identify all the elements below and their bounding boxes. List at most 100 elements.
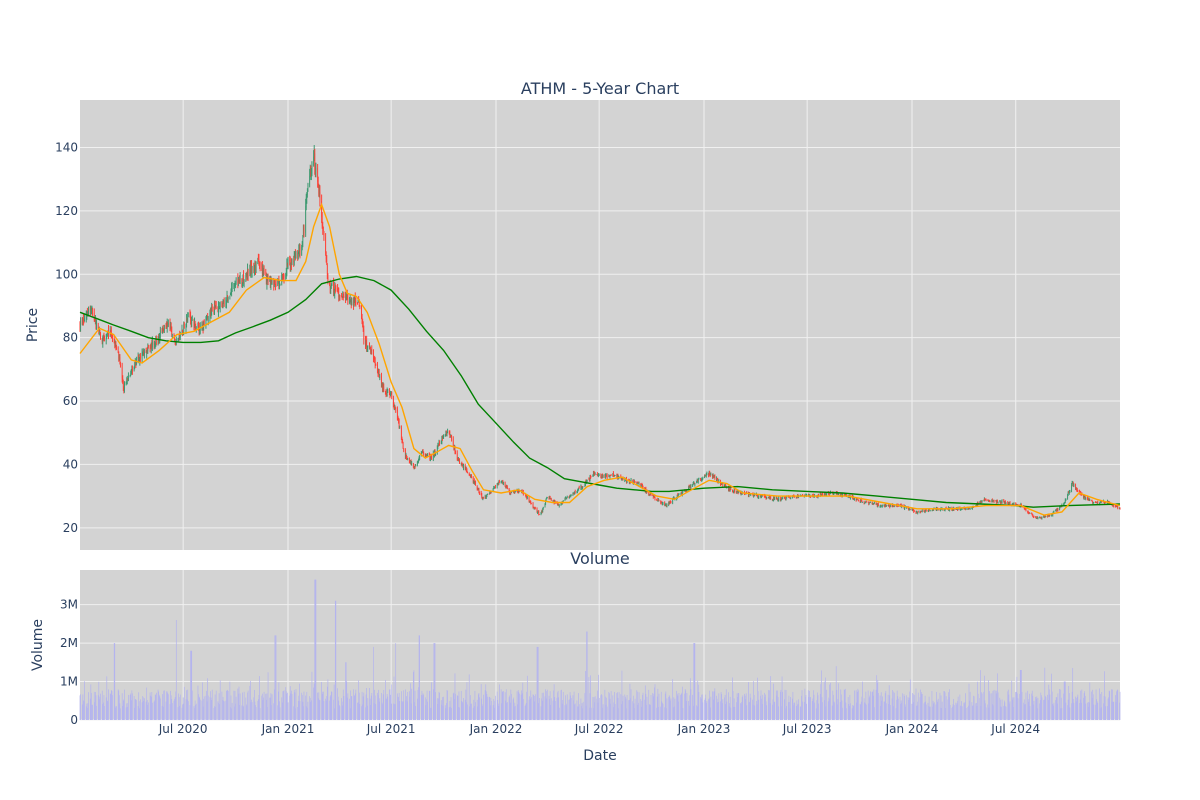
volume-bar <box>646 696 648 720</box>
candle-body <box>1040 517 1042 519</box>
candle-body <box>864 501 866 503</box>
candle-body <box>285 273 287 279</box>
volume-bar <box>848 705 850 720</box>
volume-bar <box>269 697 271 720</box>
volume-bar <box>634 698 636 720</box>
candle-body <box>102 337 104 343</box>
volume-bar <box>103 695 105 720</box>
candle-body <box>373 349 374 359</box>
volume-bar <box>796 700 798 720</box>
volume-bar <box>407 692 409 720</box>
candle-body <box>1099 502 1101 504</box>
price-y-tick-label: 140 <box>55 141 78 155</box>
candle-body <box>89 308 91 314</box>
volume-bar <box>960 705 961 720</box>
volume-bar <box>832 690 834 720</box>
volume-bar <box>830 682 831 720</box>
volume-bar <box>917 701 919 720</box>
candle-body <box>867 501 869 503</box>
volume-bar <box>442 697 443 720</box>
candle-body <box>166 321 168 328</box>
volume-bar <box>1089 682 1091 720</box>
candle-body <box>730 488 732 490</box>
volume-bar <box>342 705 344 720</box>
candle-body <box>107 330 109 332</box>
volume-bar <box>638 702 639 720</box>
candle-body <box>891 504 893 507</box>
volume-bar <box>226 690 228 720</box>
volume-bar <box>450 706 451 720</box>
volume-bar <box>877 679 879 720</box>
candle-body <box>758 495 760 498</box>
candle-body <box>895 506 897 507</box>
candle-body <box>397 409 398 419</box>
candle-body <box>568 496 570 498</box>
candle-body <box>749 494 751 496</box>
volume-bar <box>649 704 651 720</box>
volume-bar <box>178 693 179 720</box>
volume-bar <box>709 690 711 720</box>
volume-bar <box>920 689 921 720</box>
volume-bar <box>789 701 790 720</box>
volume-bar <box>522 682 524 720</box>
candle-body <box>981 501 982 503</box>
candle-body <box>788 496 790 498</box>
candle-body <box>144 351 145 355</box>
candle-body <box>868 502 870 505</box>
candle-body <box>80 320 81 328</box>
volume-bar <box>700 698 702 720</box>
volume-bar <box>716 698 718 720</box>
volume-bar <box>737 697 738 720</box>
volume-bar <box>952 704 954 720</box>
candle-body <box>565 498 567 500</box>
volume-bar <box>349 698 350 720</box>
volume-bar <box>838 683 839 720</box>
candle-body <box>402 441 403 444</box>
candle-body <box>1057 508 1059 511</box>
volume-bar <box>513 706 515 720</box>
volume-bar <box>1060 689 1062 720</box>
candle-body <box>757 496 759 498</box>
candle-body <box>242 274 244 282</box>
volume-bar <box>801 695 802 720</box>
candle-body <box>824 493 826 495</box>
candle-body <box>585 480 587 483</box>
candle-body <box>230 292 231 296</box>
volume-bar <box>740 703 741 720</box>
candle-body <box>455 451 456 453</box>
candle-body <box>1052 513 1054 516</box>
candle-body <box>1044 516 1046 518</box>
volume-bar <box>397 693 398 720</box>
volume-bar <box>222 696 224 720</box>
candle-body <box>274 283 276 285</box>
candle-body <box>169 321 171 329</box>
volume-bar <box>694 643 696 720</box>
candle-body <box>761 495 762 497</box>
candle-body <box>542 507 544 509</box>
volume-bar <box>857 688 859 720</box>
candle-body <box>987 500 989 502</box>
candle-body <box>249 267 251 275</box>
candle-body <box>781 497 782 500</box>
candle-body <box>1056 509 1058 511</box>
candle-body <box>490 491 492 493</box>
volume-bar <box>1011 680 1013 720</box>
volume-bar <box>1025 692 1027 720</box>
volume-bar <box>1116 691 1117 720</box>
volume-bar <box>1056 697 1058 720</box>
candle-body <box>414 465 416 467</box>
volume-bar <box>235 696 237 720</box>
volume-bar <box>598 697 600 720</box>
volume-bar <box>462 701 463 720</box>
volume-bar <box>971 702 973 720</box>
candle-body <box>609 475 611 477</box>
candle-body <box>395 408 397 411</box>
volume-bar <box>167 693 169 720</box>
candle-body <box>598 474 600 476</box>
volume-bar <box>911 703 913 720</box>
volume-bar <box>795 705 797 720</box>
volume-bar <box>701 694 703 720</box>
volume-bar <box>337 696 339 720</box>
volume-bar <box>497 700 499 720</box>
volume-bar <box>995 690 997 720</box>
